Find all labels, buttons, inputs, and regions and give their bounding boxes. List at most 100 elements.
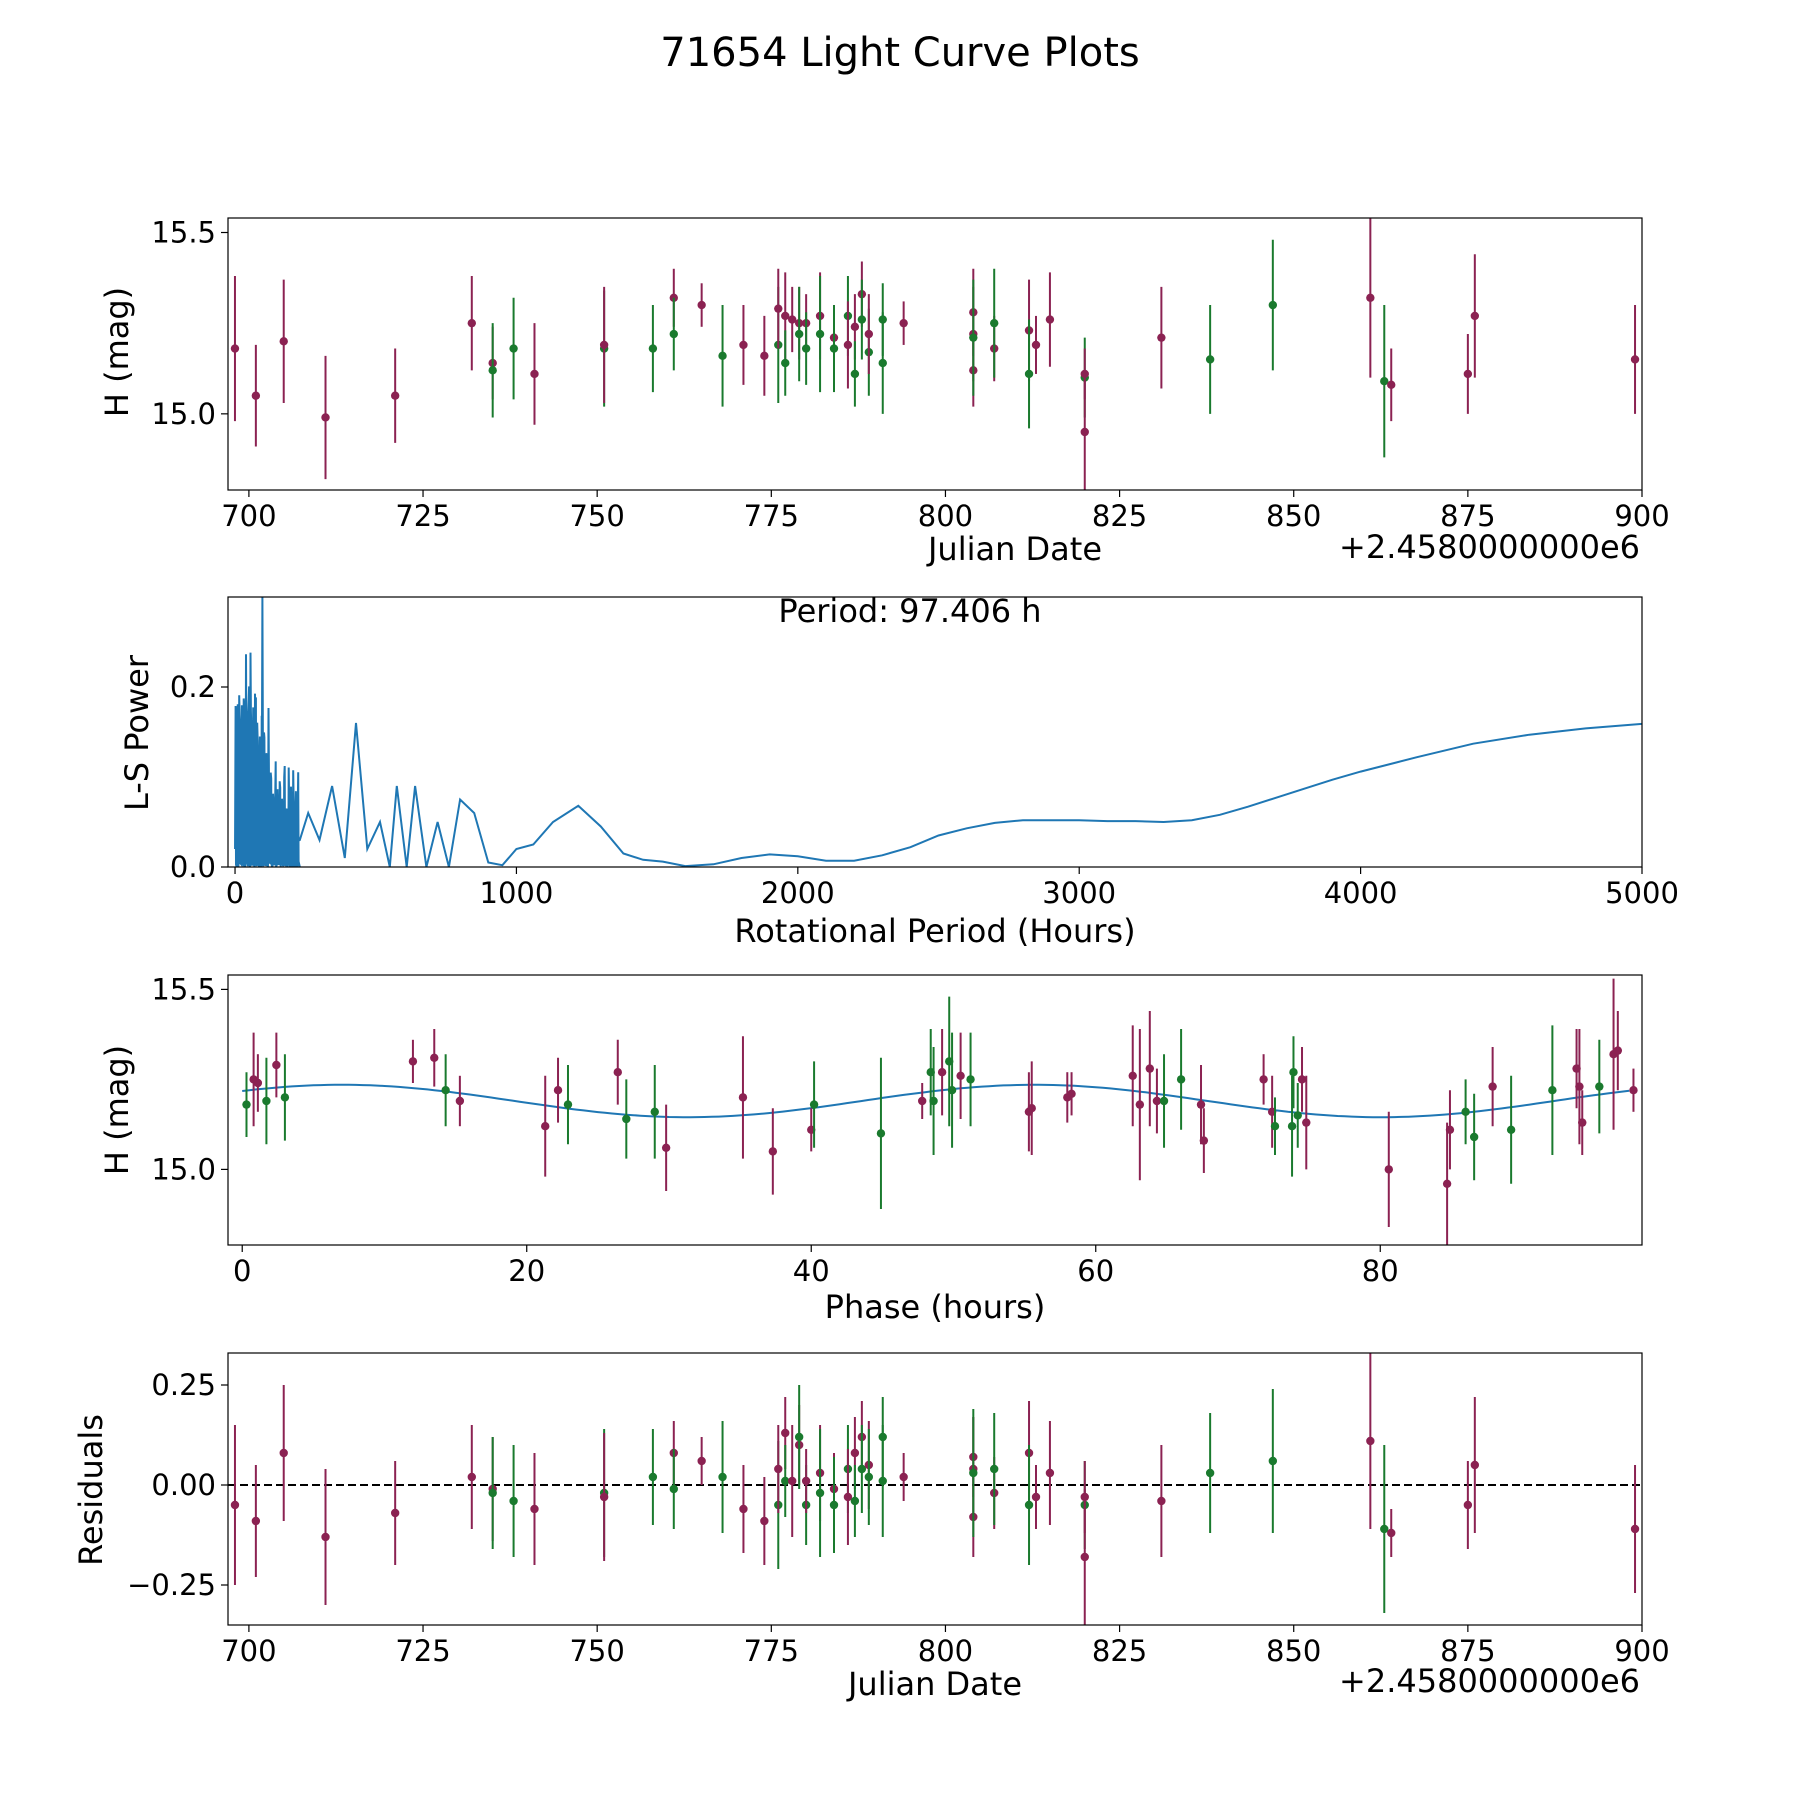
residuals-ytick-label: −0.25 bbox=[127, 1568, 216, 1602]
phase-data-point bbox=[280, 1093, 290, 1102]
raw-xtick-label: 775 bbox=[744, 499, 799, 533]
residuals-data-point bbox=[829, 1500, 839, 1510]
raw-data-point bbox=[1205, 355, 1215, 364]
phase-xtick-label: 80 bbox=[1362, 1254, 1399, 1288]
residuals-data-point bbox=[1268, 1456, 1278, 1466]
phase-ytick-label: 15.0 bbox=[151, 1152, 216, 1186]
residuals-data-point bbox=[1366, 1436, 1375, 1446]
residuals-data-point bbox=[899, 1472, 908, 1482]
residuals-data-point bbox=[990, 1464, 999, 1474]
raw-xtick-label: 725 bbox=[395, 499, 450, 533]
residuals-xtick-label: 700 bbox=[221, 1634, 276, 1668]
raw-xtick-label: 800 bbox=[918, 499, 973, 533]
residuals-data-point bbox=[878, 1476, 887, 1486]
raw-data-point bbox=[599, 340, 609, 350]
phase-data-point bbox=[1152, 1096, 1162, 1106]
residuals-data-point bbox=[794, 1432, 804, 1442]
phase-ylabel: H (mag) bbox=[98, 1045, 136, 1175]
residuals-data-point bbox=[815, 1488, 825, 1498]
phase-data-point bbox=[1259, 1075, 1268, 1084]
periodogram-xtick-label: 2000 bbox=[761, 876, 835, 910]
periodogram-xtick-label: 1000 bbox=[480, 876, 554, 910]
residuals-data-point bbox=[279, 1448, 288, 1458]
residuals-data-point bbox=[251, 1516, 261, 1526]
phase-data-point bbox=[408, 1057, 418, 1066]
residuals-data-point bbox=[467, 1472, 476, 1482]
periodogram-line bbox=[234, 597, 1642, 867]
residuals-x-offset: +2.4580000000e6 bbox=[1339, 1662, 1640, 1700]
residuals-data-point bbox=[599, 1492, 609, 1502]
raw-xtick-label: 700 bbox=[221, 499, 276, 533]
periodogram-ytick-label: 0.2 bbox=[170, 670, 216, 704]
raw-data-point bbox=[509, 344, 518, 353]
phase-data-point bbox=[966, 1075, 975, 1084]
phase-data-point bbox=[1613, 1046, 1623, 1055]
raw-ytick-label: 15.0 bbox=[151, 397, 216, 431]
phase-data-point bbox=[1128, 1071, 1137, 1081]
raw-data-point bbox=[279, 337, 288, 346]
raw-data-point bbox=[1045, 315, 1055, 324]
phase-data-point bbox=[455, 1096, 465, 1106]
phase-data-point bbox=[1289, 1068, 1298, 1077]
residuals-data-point bbox=[1463, 1500, 1473, 1510]
residuals-data-point bbox=[669, 1484, 678, 1494]
phase-data-point bbox=[1442, 1179, 1452, 1189]
residuals-data-point bbox=[857, 1464, 867, 1474]
phase-data-point bbox=[929, 1096, 938, 1106]
phase-data-point bbox=[768, 1147, 778, 1156]
residuals-data-point bbox=[774, 1464, 783, 1474]
raw-xtick-label: 850 bbox=[1266, 499, 1321, 533]
raw-data-point bbox=[251, 391, 261, 400]
raw-data-point bbox=[697, 300, 706, 310]
raw-data-point bbox=[781, 311, 790, 321]
residuals-data-point bbox=[697, 1456, 706, 1466]
phase-data-point bbox=[1548, 1086, 1557, 1095]
phase-data-point bbox=[1293, 1111, 1302, 1120]
raw-data-point bbox=[774, 304, 783, 313]
residuals-data-point bbox=[850, 1448, 860, 1458]
raw-data-point bbox=[669, 293, 678, 302]
residuals-data-point bbox=[230, 1500, 240, 1510]
raw-data-point bbox=[718, 351, 727, 361]
residuals-panel: Julian Date +2.4580000000e6 Residuals 70… bbox=[72, 1352, 1670, 1703]
periodogram-ylabel: L-S Power bbox=[118, 654, 156, 811]
residuals-data-point bbox=[509, 1496, 518, 1506]
residuals-data-point bbox=[1157, 1496, 1166, 1506]
residuals-data-point bbox=[1630, 1524, 1640, 1534]
raw-data-point bbox=[1024, 369, 1034, 379]
raw-data-point bbox=[850, 369, 860, 379]
residuals-data-point bbox=[788, 1476, 797, 1486]
residuals-xtick-label: 800 bbox=[918, 1634, 973, 1668]
raw-data-point bbox=[878, 358, 887, 368]
raw-axes-frame bbox=[227, 217, 1643, 491]
periodogram-axes-frame bbox=[227, 596, 1643, 868]
raw-data-point bbox=[990, 318, 999, 328]
residuals-data-point bbox=[843, 1492, 853, 1502]
periodogram-ytick-label: 0.0 bbox=[170, 850, 216, 884]
phase-data-point bbox=[947, 1086, 957, 1095]
phase-data-point bbox=[1575, 1082, 1584, 1091]
phase-xlabel: Phase (hours) bbox=[825, 1288, 1046, 1326]
raw-data-point bbox=[488, 366, 497, 375]
raw-data-point bbox=[864, 329, 874, 339]
raw-xtick-label: 900 bbox=[1614, 499, 1669, 533]
phase-data-point bbox=[1159, 1096, 1169, 1106]
phase-data-point bbox=[1176, 1075, 1186, 1084]
phase-data-point bbox=[441, 1086, 450, 1095]
raw-data-point bbox=[788, 315, 797, 324]
raw-data-point bbox=[899, 318, 908, 328]
residuals-ytick-label: 0.00 bbox=[151, 1468, 216, 1502]
raw-data-point bbox=[1463, 369, 1473, 379]
residuals-data-point bbox=[718, 1472, 727, 1482]
residuals-data-point bbox=[1205, 1468, 1215, 1478]
residuals-data-point bbox=[1024, 1500, 1034, 1510]
raw-data-point bbox=[467, 318, 476, 328]
phase-data-point bbox=[430, 1053, 439, 1063]
raw-data-point bbox=[1630, 355, 1640, 364]
periodogram-xtick-label: 0 bbox=[226, 876, 244, 910]
residuals-data-point bbox=[850, 1496, 860, 1506]
residuals-data-point bbox=[321, 1532, 330, 1542]
raw-data-point bbox=[230, 344, 240, 353]
residuals-data-point bbox=[781, 1476, 790, 1486]
